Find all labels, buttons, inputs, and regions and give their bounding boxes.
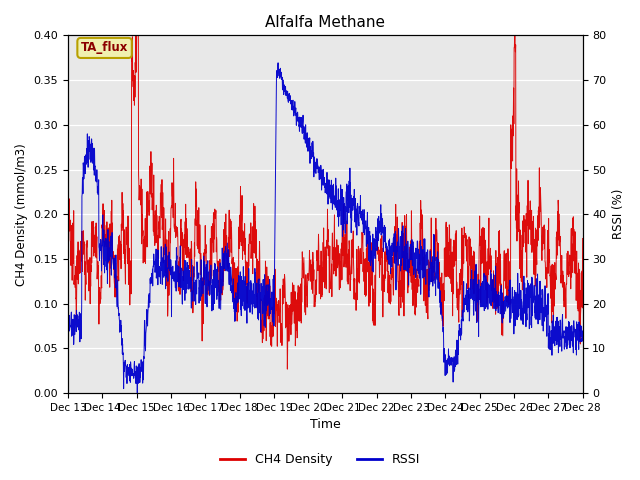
- Y-axis label: RSSI (%): RSSI (%): [612, 189, 625, 240]
- Legend: CH4 Density, RSSI: CH4 Density, RSSI: [214, 448, 426, 471]
- X-axis label: Time: Time: [310, 419, 340, 432]
- Text: TA_flux: TA_flux: [81, 41, 128, 54]
- Title: Alfalfa Methane: Alfalfa Methane: [266, 15, 385, 30]
- Y-axis label: CH4 Density (mmol/m3): CH4 Density (mmol/m3): [15, 143, 28, 286]
